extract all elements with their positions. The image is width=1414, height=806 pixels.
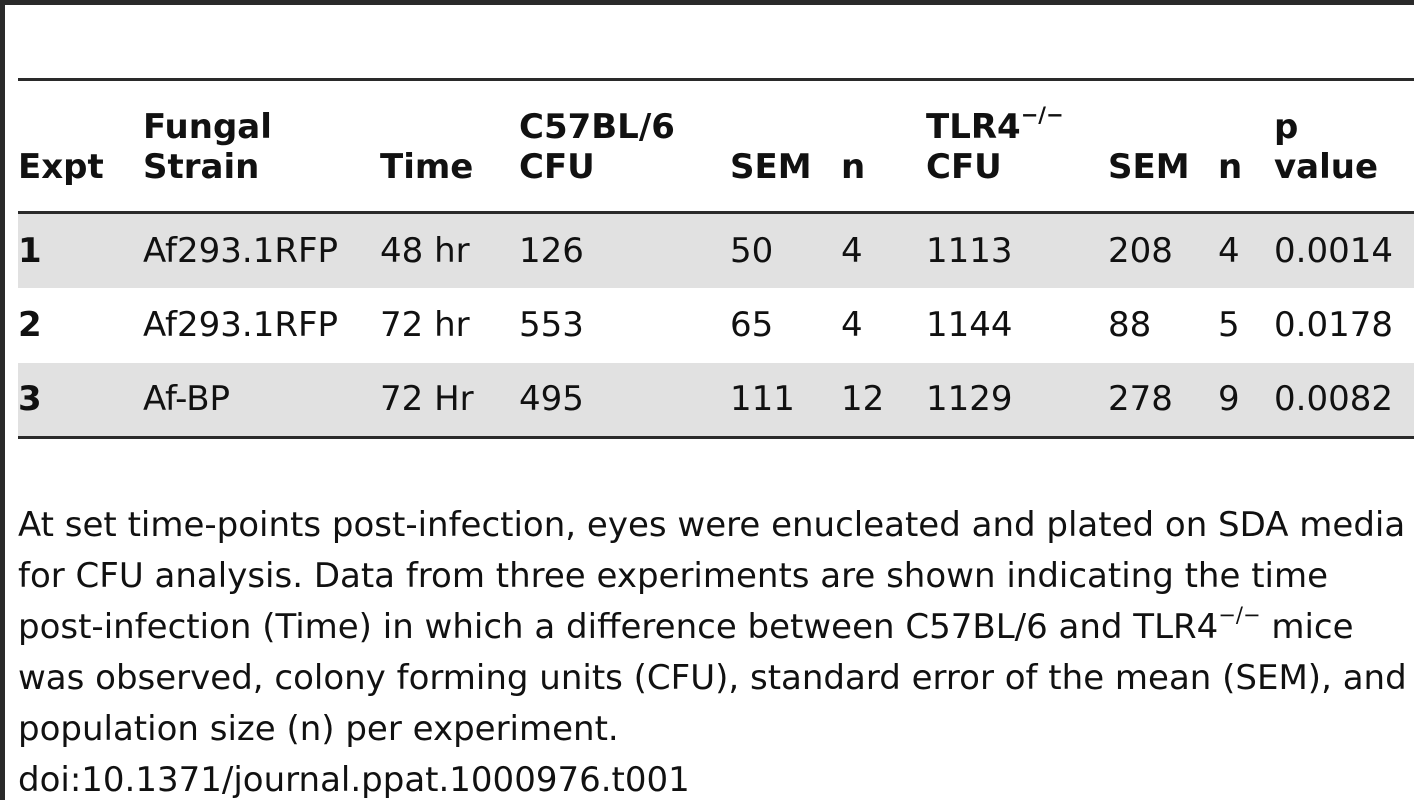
cell-b6-sem: 65	[730, 305, 774, 345]
cell-expt: 2	[18, 305, 42, 345]
cell-time: 72 hr	[380, 305, 470, 345]
cell-tlr4-sem: 278	[1108, 379, 1173, 420]
cell-time: 72 Hr	[380, 379, 474, 420]
top-rule	[0, 0, 1414, 5]
table-row: 3 Af-BP 72 Hr 495 111 12 1129 278 9 0.00…	[18, 362, 1414, 438]
header-sem-tlr4: SEM	[1108, 147, 1190, 187]
cell-b6-sem: 50	[730, 230, 774, 271]
header-p-value: p value	[1274, 107, 1379, 187]
table-body: 1 Af293.1RFP 48 hr 126 50 4 1113 208 4 0…	[18, 212, 1414, 438]
cell-tlr4-n: 4	[1218, 230, 1240, 271]
cell-strain: Af-BP	[143, 379, 231, 420]
cell-strain: Af293.1RFP	[143, 230, 339, 271]
header-tlr4-cfu: TLR4−/− CFU	[926, 103, 1064, 188]
cell-b6-cfu: 126	[519, 230, 584, 271]
caption-text: At set time-points post-infection, eyes …	[18, 505, 1407, 749]
header-b6-cfu: C57BL/6 CFU	[519, 107, 675, 187]
header-expt: Expt	[18, 147, 104, 187]
header-strain: Fungal Strain	[143, 107, 272, 187]
cell-p-value: 0.0082	[1274, 379, 1393, 420]
cell-tlr4-cfu: 1113	[926, 230, 1013, 271]
cell-b6-n: 4	[841, 305, 863, 345]
table-row: 2 Af293.1RFP 72 hr 553 65 4 1144 88 5 0.…	[18, 288, 1414, 363]
doi-link[interactable]: doi:10.1371/journal.ppat.1000976.t001	[18, 760, 690, 800]
cell-time: 48 hr	[380, 230, 470, 271]
table-header: Expt Fungal Strain Time C57BL/6 CFU SEM n …	[18, 79, 1414, 213]
cell-tlr4-cfu: 1144	[926, 305, 1013, 345]
cell-tlr4-sem: 208	[1108, 230, 1173, 271]
cell-tlr4-n: 5	[1218, 305, 1240, 345]
cell-b6-cfu: 495	[519, 379, 584, 420]
cell-expt: 3	[18, 379, 42, 420]
header-time: Time	[380, 147, 474, 187]
cell-tlr4-cfu: 1129	[926, 379, 1013, 420]
cell-strain: Af293.1RFP	[143, 305, 339, 345]
cell-expt: 1	[18, 230, 42, 271]
header-n-b6: n	[841, 147, 866, 187]
cell-b6-sem: 111	[730, 379, 795, 420]
cell-b6-n: 4	[841, 230, 863, 271]
table-row: 1 Af293.1RFP 48 hr 126 50 4 1113 208 4 0…	[18, 212, 1414, 288]
cell-b6-n: 12	[841, 379, 885, 420]
header-sem-b6: SEM	[730, 147, 812, 187]
cell-p-value: 0.0014	[1274, 230, 1393, 271]
cell-b6-cfu: 553	[519, 305, 584, 345]
header-n-tlr4: n	[1218, 147, 1243, 187]
cfu-table: Expt Fungal Strain Time C57BL/6 CFU SEM n …	[18, 78, 1414, 439]
cell-tlr4-n: 9	[1218, 379, 1240, 420]
cell-tlr4-sem: 88	[1108, 305, 1152, 345]
cell-p-value: 0.0178	[1274, 305, 1393, 345]
table-caption: At set time-points post-infection, eyes …	[18, 500, 1414, 806]
left-rule	[0, 0, 5, 800]
